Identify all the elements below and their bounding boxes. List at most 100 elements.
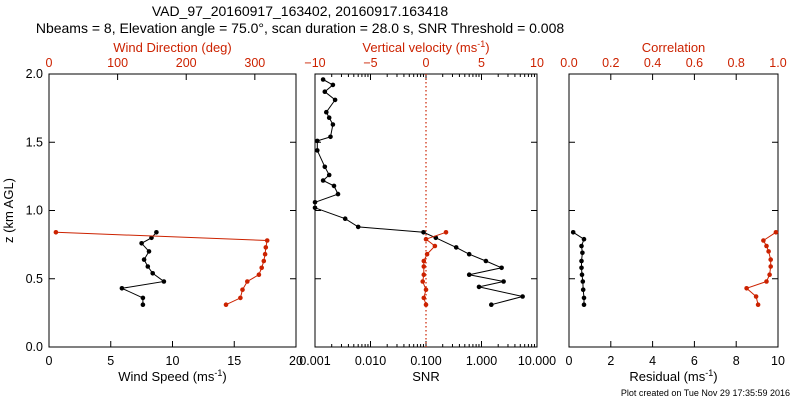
correlation-data-point <box>766 249 771 254</box>
vertical-velocity-data-point <box>424 251 430 257</box>
x-tick-label: 8 <box>733 354 740 368</box>
correlation-data-point <box>768 257 773 262</box>
top-tick-label: 100 <box>107 56 128 70</box>
snr-data-point <box>466 272 472 278</box>
direction-data-point <box>264 238 270 243</box>
speed-data-point <box>140 295 146 301</box>
snr-data-point <box>324 109 329 115</box>
panel-2: 0.001 0.010 0.100 1.000 10.000 −10 −5 0 5 10 SNR Ve… <box>299 39 556 384</box>
direction-series-line <box>55 231 268 306</box>
snr-data-point <box>355 224 361 230</box>
snr-data-point <box>332 97 338 103</box>
snr-data-point <box>489 302 494 308</box>
snr-data-point <box>315 138 320 144</box>
x-tick-label: 0 <box>46 354 53 368</box>
speed-data-point <box>154 230 159 235</box>
vertical-velocity-data-point <box>432 243 438 249</box>
direction-data-point <box>259 265 265 271</box>
x-tick-label: 10 <box>166 354 180 368</box>
speed-data-point <box>140 302 146 308</box>
snr-data-point <box>322 89 328 94</box>
top-axis-label: Correlation <box>642 40 706 55</box>
top-tick-label: 0.2 <box>602 56 619 70</box>
figure-title-line2: Nbeams = 8, Elevation angle = 75.0°, sca… <box>36 20 565 36</box>
snr-data-point <box>320 178 326 183</box>
top-tick-label: 1.0 <box>769 56 786 70</box>
y-axis-label: z (km AGL) <box>1 178 16 243</box>
speed-data-point <box>161 279 167 284</box>
snr-data-point <box>315 148 320 153</box>
y-tick-label: 0.0 <box>26 340 43 354</box>
snr-data-point <box>322 164 328 170</box>
residual-data-point <box>580 250 585 256</box>
vertical-velocity-data-point <box>443 230 449 235</box>
snr-data-point <box>330 82 336 88</box>
x-tick-label: 0.001 <box>299 354 330 368</box>
snr-data-point <box>501 279 506 284</box>
snr-data-point <box>326 115 332 120</box>
residual-data-point <box>579 272 585 278</box>
snr-data-point <box>421 230 426 235</box>
x-tick-label: 0.010 <box>355 354 386 368</box>
snr-series-line <box>314 79 523 306</box>
vertical-velocity-data-point <box>420 279 426 284</box>
snr-data-point <box>499 265 504 271</box>
top-axis-label: Vertical velocity (ms-1) <box>362 39 489 55</box>
correlation-data-point <box>773 230 779 235</box>
residual-data-point <box>580 287 586 293</box>
direction-data-point <box>256 272 262 278</box>
residual-data-point <box>579 243 584 249</box>
panel-frame <box>48 73 297 348</box>
direction-data-point <box>261 258 267 264</box>
snr-data-point <box>320 77 326 82</box>
top-tick-label: 0.6 <box>686 56 703 70</box>
speed-data-point <box>145 264 151 269</box>
vertical-velocity-data-point <box>421 258 427 264</box>
snr-data-point <box>335 191 341 197</box>
vertical-velocity-data-point <box>423 236 429 242</box>
snr-data-point <box>520 294 525 299</box>
top-tick-label: 200 <box>176 56 197 70</box>
x-tick-label: 20 <box>289 354 303 368</box>
correlation-data-point <box>768 264 773 269</box>
x-tick-label: 0 <box>566 354 573 368</box>
vertical-velocity-data-point <box>421 295 427 301</box>
panel-frame <box>568 73 779 348</box>
top-tick-label: −10 <box>304 56 325 70</box>
correlation-data-point <box>753 294 759 299</box>
x-tick-label: 15 <box>227 354 241 368</box>
direction-data-point <box>53 230 59 235</box>
snr-data-point <box>328 134 333 140</box>
residual-data-point <box>581 302 587 308</box>
vertical-velocity-data-point <box>423 302 429 308</box>
speed-data-point <box>149 235 154 241</box>
correlation-data-point <box>761 238 766 243</box>
snr-data-point <box>330 122 336 127</box>
x-axis-label: SNR <box>412 369 439 384</box>
speed-data-point <box>150 271 155 276</box>
direction-data-point <box>262 251 268 257</box>
residual-data-point <box>581 236 587 242</box>
top-tick-label: 0 <box>423 56 430 70</box>
top-tick-label: −5 <box>363 56 377 70</box>
residual-data-point <box>581 295 587 301</box>
speed-data-point <box>146 249 152 254</box>
residual-data-point <box>579 258 584 264</box>
correlation-data-point <box>764 279 769 284</box>
x-axis-label: Residual (ms-1) <box>629 368 717 384</box>
correlation-data-point <box>755 302 761 308</box>
snr-data-point <box>466 251 472 257</box>
snr-data-point <box>453 245 459 250</box>
vertical-velocity-data-point <box>421 264 427 269</box>
y-tick-label: 2.0 <box>26 67 43 81</box>
top-tick-label: 5 <box>478 56 485 70</box>
plot-created-footer: Plot created on Tue Nov 29 17:35:59 2016 <box>621 388 790 398</box>
correlation-data-point <box>767 272 772 278</box>
snr-data-point <box>312 200 318 205</box>
speed-data-point <box>119 286 125 291</box>
y-tick-label: 1.0 <box>26 204 43 218</box>
x-tick-label: 1.000 <box>466 354 497 368</box>
x-tick-label: 6 <box>691 354 698 368</box>
speed-data-point <box>139 241 144 246</box>
y-tick-label: 0.5 <box>26 272 43 286</box>
